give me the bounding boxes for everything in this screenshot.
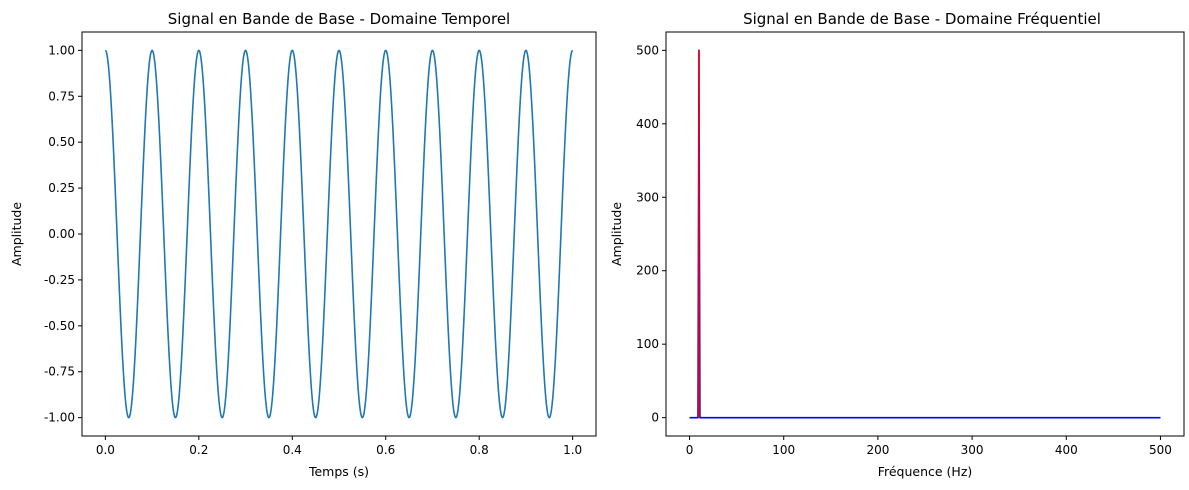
frequency-plot-title: Signal en Bande de Base - Domaine Fréque… (743, 10, 1101, 28)
frequency-x-tick-label: 200 (866, 443, 889, 457)
frequency-series-group (689, 49, 1161, 419)
time-y-tick-label: 0.00 (48, 227, 75, 241)
frequency-y-tick-label: 500 (636, 43, 659, 57)
frequency-x-tick-label: 400 (1055, 443, 1078, 457)
frequency-y-tick-label: 0 (651, 411, 659, 425)
time-x-tick-label: 0.8 (470, 443, 489, 457)
frequency-x-label: Fréquence (Hz) (878, 464, 973, 479)
time-x-tick-label: 0.6 (376, 443, 395, 457)
frequency-y-label: Amplitude (609, 202, 624, 266)
time-y-tick-label: 0.25 (48, 181, 75, 195)
time-y-tick-label: -1.00 (44, 411, 75, 425)
time-x-tick-label: 1.0 (563, 443, 582, 457)
time-x-tick-label: 0.2 (189, 443, 208, 457)
frequency-x-ticks: 0 100 200 300 400 500 (686, 436, 1172, 457)
time-y-tick-label: 0.75 (48, 89, 75, 103)
frequency-y-ticks: 0 100 200 300 400 500 (636, 43, 666, 425)
time-x-ticks: 0.0 0.2 0.4 0.6 0.8 1.0 (96, 436, 582, 457)
time-y-ticks: -1.00 -0.75 -0.50 -0.25 0.00 0.25 0.50 0.75 1.00 (44, 43, 82, 425)
time-y-tick-label: -0.50 (44, 319, 75, 333)
time-y-tick-label: 0.50 (48, 135, 75, 149)
time-y-tick-label: -0.75 (44, 365, 75, 379)
time-y-tick-label: 1.00 (48, 43, 75, 57)
time-series-group (104, 49, 574, 419)
time-x-tick-label: 0.0 (96, 443, 115, 457)
time-domain-plot: Signal en Bande de Base - Domaine Tempor… (9, 10, 597, 479)
time-plot-title: Signal en Bande de Base - Domaine Tempor… (168, 10, 510, 28)
frequency-y-tick-label: 200 (636, 264, 659, 278)
time-x-label: Temps (s) (308, 464, 369, 479)
time-plot-frame (81, 31, 597, 437)
frequency-x-tick-label: 0 (686, 443, 694, 457)
frequency-series-line-0 (689, 49, 1161, 419)
frequency-x-tick-label: 100 (772, 443, 795, 457)
frequency-plot-frame (665, 31, 1185, 437)
frequency-x-tick-label: 300 (961, 443, 984, 457)
time-y-label: Amplitude (9, 202, 24, 266)
time-y-tick-label: -0.25 (44, 273, 75, 287)
time-x-tick-label: 0.4 (283, 443, 302, 457)
frequency-x-tick-label: 500 (1149, 443, 1172, 457)
frequency-y-tick-label: 300 (636, 190, 659, 204)
frequency-domain-plot: Signal en Bande de Base - Domaine Fréque… (609, 10, 1185, 479)
frequency-y-tick-label: 400 (636, 117, 659, 131)
frequency-y-tick-label: 100 (636, 337, 659, 351)
time-series-line-0 (104, 49, 574, 419)
